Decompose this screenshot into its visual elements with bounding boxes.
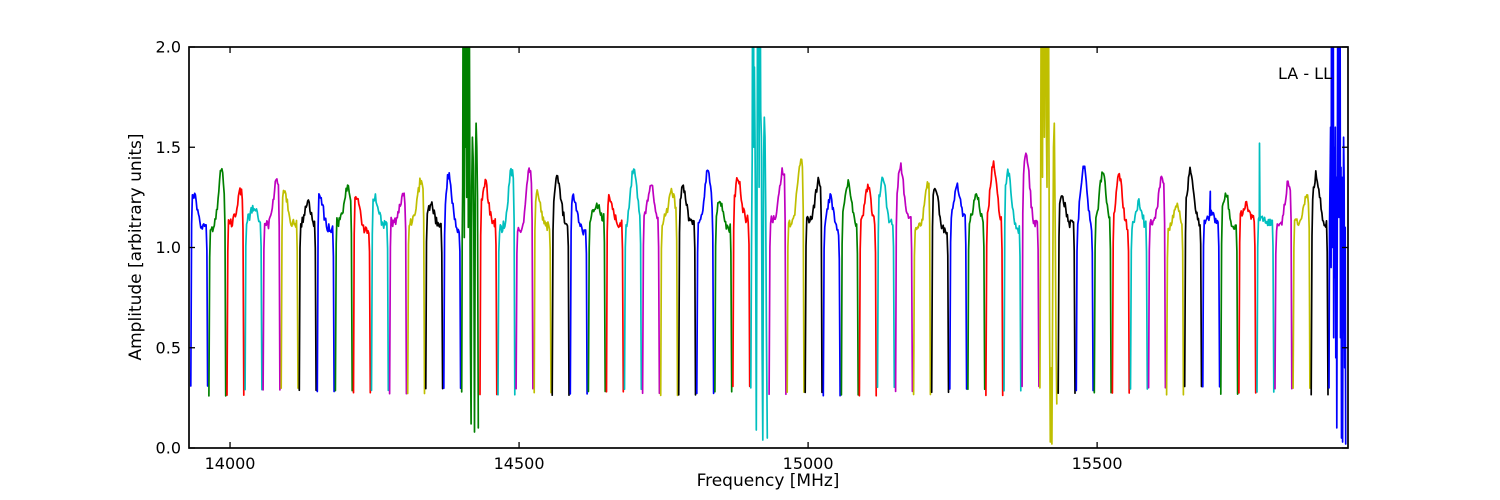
subband-trace-19: [533, 189, 552, 394]
subband-trace-20: [551, 174, 570, 397]
subband-trace-9: [352, 195, 372, 394]
subband-trace-33: [786, 158, 805, 393]
subband-trace-31: [749, 47, 769, 441]
x-axis-label: Frequency [MHz]: [697, 471, 840, 491]
axes-frame: [188, 46, 1349, 449]
axes-ticks: 14000 14500 15000 15500 0.0 0.5 1.0 1.5 2.0: [156, 38, 1348, 473]
subband-trace-28: [695, 169, 715, 395]
subband-trace-52: [1129, 198, 1149, 390]
subband-trace-2: [226, 187, 245, 396]
subband-trace-3: [244, 204, 263, 391]
subband-trace-53: [1147, 175, 1167, 389]
y-tick-label: 2.0: [156, 38, 181, 57]
subband-trace-35: [822, 193, 841, 397]
x-tick-label: 15500: [1072, 454, 1123, 473]
subband-trace-12: [406, 177, 426, 395]
subband-trace-61: [1292, 194, 1311, 389]
subband-trace-55: [1183, 166, 1203, 388]
subband-trace-63: [1328, 47, 1347, 445]
subband-trace-14: [442, 171, 462, 390]
subband-trace-36: [840, 179, 860, 396]
subband-trace-27: [677, 184, 697, 396]
subband-trace-46: [1021, 152, 1040, 388]
subband-trace-32: [768, 167, 787, 396]
subband-trace-11: [388, 192, 408, 395]
subband-trace-50: [1093, 171, 1112, 394]
subband-trace-24: [623, 168, 643, 391]
subband-trace-6: [298, 199, 317, 392]
subband-trace-45: [1003, 168, 1022, 392]
subband-trace-8: [334, 184, 354, 392]
subband-trace-4: [262, 178, 281, 391]
station-polarization-annotation: LA - LL: [1278, 64, 1332, 83]
y-tick-label: 0.0: [156, 439, 181, 458]
subband-trace-1: [208, 167, 227, 397]
subband-trace-56: [1201, 190, 1221, 388]
subband-trace-10: [370, 193, 390, 392]
subband-trace-41: [930, 187, 950, 394]
x-tick-label: 14000: [205, 454, 256, 473]
subband-trace-42: [948, 182, 968, 390]
y-tick-label: 0.5: [156, 338, 181, 357]
subband-trace-26: [659, 187, 679, 397]
subband-trace-57: [1219, 192, 1239, 395]
subband-trace-17: [497, 167, 516, 396]
subband-trace-38: [876, 176, 896, 389]
subband-trace-25: [641, 184, 661, 395]
subband-trace-58: [1238, 200, 1257, 394]
subband-trace-62: [1310, 170, 1329, 396]
subband-traces: [189, 47, 1347, 445]
subband-trace-22: [587, 202, 607, 393]
subband-trace-21: [569, 193, 588, 395]
y-tick-label: 1.5: [156, 138, 181, 157]
subband-trace-16: [479, 178, 498, 396]
subband-trace-0: [189, 192, 209, 387]
subband-trace-23: [605, 193, 625, 393]
subband-trace-60: [1274, 180, 1293, 390]
x-tick-label: 15000: [783, 454, 834, 473]
subband-trace-40: [912, 181, 932, 396]
subband-trace-30: [732, 176, 751, 388]
subband-trace-7: [316, 192, 335, 393]
subband-trace-39: [894, 162, 914, 393]
subband-trace-13: [424, 201, 444, 390]
subband-trace-29: [714, 200, 733, 393]
subband-trace-34: [804, 176, 823, 394]
subband-trace-37: [858, 183, 878, 397]
subband-trace-59: [1256, 142, 1275, 393]
subband-trace-44: [985, 160, 1004, 397]
subband-trace-47: [1039, 47, 1058, 445]
y-axis-label: Amplitude [arbitrary units]: [126, 133, 146, 360]
subband-trace-5: [280, 189, 299, 389]
subband-trace-51: [1111, 172, 1131, 394]
subband-trace-54: [1165, 202, 1185, 396]
y-tick-label: 1.0: [156, 238, 181, 257]
x-tick-label: 14500: [494, 454, 545, 473]
subband-trace-15: [460, 47, 480, 433]
subband-trace-43: [967, 193, 986, 391]
subband-trace-49: [1075, 165, 1094, 392]
subband-trace-48: [1057, 195, 1076, 395]
subband-trace-18: [515, 167, 534, 390]
